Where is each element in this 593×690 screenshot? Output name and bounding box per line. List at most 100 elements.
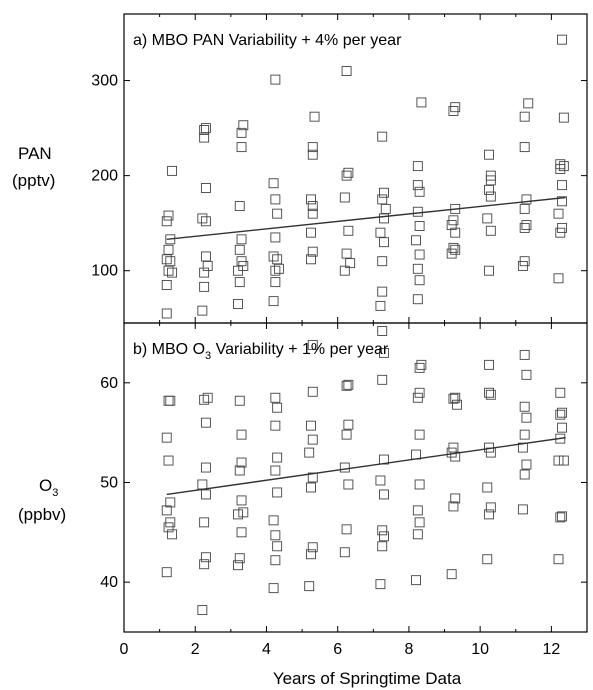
data-point bbox=[485, 502, 496, 513]
data-point bbox=[379, 213, 389, 224]
data-point bbox=[412, 505, 423, 516]
data-point bbox=[272, 452, 283, 463]
data-point bbox=[234, 395, 245, 406]
data-point bbox=[521, 369, 532, 380]
y-tick-label: 40 bbox=[100, 574, 118, 591]
trend-line bbox=[166, 196, 566, 241]
data-point bbox=[414, 429, 425, 440]
data-point bbox=[558, 455, 569, 466]
data-point bbox=[379, 187, 389, 198]
y-tick-label: 100 bbox=[91, 263, 118, 280]
data-point bbox=[414, 479, 425, 490]
data-point bbox=[233, 299, 243, 309]
data-point bbox=[557, 180, 568, 191]
data-point bbox=[484, 509, 495, 520]
data-point bbox=[558, 112, 569, 123]
data-point bbox=[411, 449, 421, 460]
data-point bbox=[304, 447, 315, 458]
data-point bbox=[412, 529, 423, 540]
panel-a-ylabel: PAN bbox=[18, 144, 52, 163]
data-point bbox=[200, 462, 211, 473]
data-point bbox=[377, 256, 388, 267]
data-point bbox=[307, 246, 318, 257]
data-point bbox=[341, 380, 352, 391]
data-point bbox=[341, 66, 352, 76]
x-tick-label: 6 bbox=[333, 641, 342, 658]
data-point bbox=[448, 393, 459, 404]
data-point bbox=[270, 555, 281, 566]
data-point bbox=[485, 389, 496, 400]
data-point bbox=[380, 203, 391, 214]
data-point bbox=[450, 451, 461, 462]
data-points-layer bbox=[161, 34, 569, 616]
data-point bbox=[200, 251, 211, 262]
data-point bbox=[379, 489, 389, 500]
data-point bbox=[272, 541, 283, 552]
data-point bbox=[238, 507, 249, 518]
data-point bbox=[199, 559, 210, 570]
data-point bbox=[341, 429, 352, 440]
frames-layer bbox=[123, 13, 588, 633]
trend-line bbox=[166, 436, 566, 496]
data-point bbox=[341, 248, 352, 259]
data-point bbox=[448, 501, 459, 512]
data-point bbox=[557, 422, 568, 433]
panel-a-frame bbox=[123, 13, 588, 324]
data-point bbox=[339, 462, 350, 473]
data-point bbox=[484, 149, 495, 160]
data-point bbox=[414, 275, 425, 286]
data-point bbox=[558, 161, 569, 172]
trend-lines-layer bbox=[166, 196, 566, 496]
data-point bbox=[268, 178, 279, 189]
data-point bbox=[345, 258, 356, 269]
data-point bbox=[519, 111, 530, 122]
data-point bbox=[412, 180, 423, 191]
data-point bbox=[234, 201, 245, 212]
data-point bbox=[448, 215, 459, 226]
data-point bbox=[411, 575, 421, 586]
data-point bbox=[557, 511, 568, 522]
data-point bbox=[268, 251, 279, 262]
data-point bbox=[414, 221, 425, 231]
y-tick-label: 300 bbox=[91, 73, 118, 90]
data-point bbox=[557, 196, 568, 207]
data-point bbox=[553, 273, 564, 284]
data-point bbox=[521, 194, 532, 205]
data-point bbox=[484, 265, 495, 276]
data-point bbox=[519, 256, 530, 267]
data-point bbox=[414, 362, 425, 373]
data-point bbox=[236, 527, 247, 538]
data-point bbox=[200, 216, 211, 227]
data-point bbox=[306, 227, 316, 238]
data-point bbox=[165, 234, 176, 245]
data-point bbox=[165, 517, 176, 528]
data-point bbox=[200, 123, 211, 134]
data-point bbox=[412, 392, 423, 403]
y-tick-label: 200 bbox=[91, 168, 118, 185]
data-point bbox=[377, 541, 388, 552]
x-tick-label: 8 bbox=[404, 641, 413, 658]
panel-a-yunit: (pptv) bbox=[12, 171, 55, 190]
data-point bbox=[234, 244, 245, 255]
data-point bbox=[306, 254, 316, 265]
data-point bbox=[521, 412, 532, 423]
data-point bbox=[411, 235, 421, 246]
y-tick-label: 50 bbox=[100, 474, 118, 491]
data-point bbox=[161, 280, 172, 290]
data-point bbox=[555, 512, 566, 523]
x-tick-label: 4 bbox=[262, 641, 271, 658]
data-point bbox=[199, 132, 210, 143]
panel-b-frame bbox=[123, 322, 588, 633]
x-tick-label: 0 bbox=[120, 641, 129, 658]
data-point bbox=[412, 206, 423, 217]
data-point bbox=[199, 281, 210, 292]
data-point bbox=[412, 294, 423, 305]
data-point bbox=[165, 497, 176, 508]
data-point bbox=[341, 524, 352, 535]
data-point bbox=[238, 261, 249, 271]
data-point bbox=[485, 191, 496, 202]
data-point bbox=[521, 459, 532, 470]
data-point bbox=[270, 277, 281, 288]
data-point bbox=[307, 386, 318, 397]
